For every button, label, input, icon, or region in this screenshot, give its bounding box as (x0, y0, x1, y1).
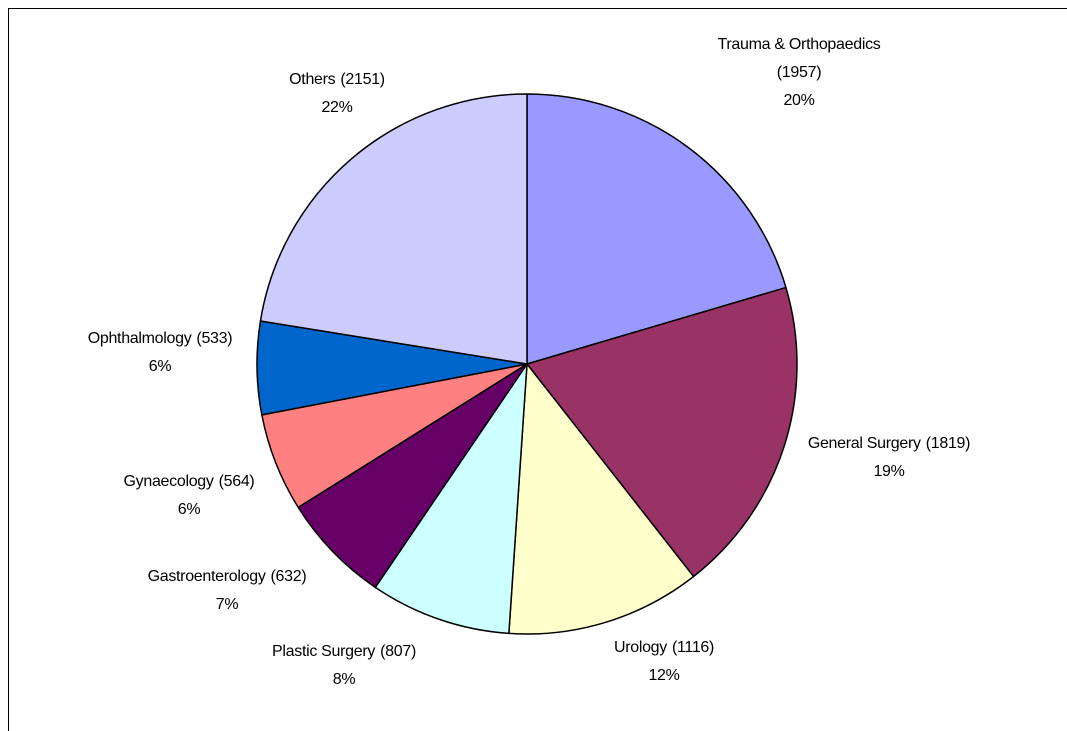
pie-slice (526, 93, 787, 365)
value-label: (2151) (340, 71, 384, 88)
pie-slice (508, 363, 695, 635)
percent-label: 19% (873, 463, 904, 480)
category-label: Gynaecology (124, 473, 214, 490)
percent-label: 6% (149, 358, 172, 375)
category-label: Gastroenterology (148, 568, 266, 585)
slice-label: General Surgery (1819) 19% (808, 435, 970, 480)
slice-label: Urology (1116) 12% (614, 639, 714, 684)
value-label: (564) (219, 473, 255, 490)
category-label: Others (289, 71, 336, 88)
percent-label: 12% (648, 667, 679, 684)
pie-slice (374, 363, 528, 635)
category-label: Urology (614, 639, 667, 656)
value-label: (632) (271, 568, 307, 585)
value-label: (533) (196, 330, 232, 347)
category-label: Plastic Surgery (272, 643, 375, 660)
category-label: Trauma & Orthopaedics (718, 36, 881, 53)
slice-label: Plastic Surgery (807) 8% (272, 643, 416, 688)
percent-label: 6% (178, 501, 201, 518)
pie-slice (526, 286, 798, 578)
slice-label: Gastroenterology (632) 7% (148, 568, 307, 613)
category-label: General Surgery (808, 435, 921, 452)
value-label: (1819) (926, 435, 970, 452)
value-label: (1957) (777, 64, 821, 81)
category-label: Ophthalmology (88, 330, 192, 347)
slice-label: Trauma & Orthopaedics (1957) 20% (718, 36, 881, 109)
percent-label: 7% (216, 596, 239, 613)
slice-label: Others (2151) 22% (289, 71, 385, 116)
percent-label: 20% (783, 92, 814, 109)
value-label: (1116) (672, 639, 714, 656)
slice-label: Gynaecology (564) 6% (124, 473, 255, 518)
pie-slice (297, 363, 528, 589)
slice-label: Ophthalmology (533) 6% (88, 330, 233, 375)
value-label: (807) (380, 643, 416, 660)
percent-label: 8% (333, 671, 356, 688)
pie-slice (259, 93, 528, 365)
percent-label: 22% (321, 99, 352, 116)
